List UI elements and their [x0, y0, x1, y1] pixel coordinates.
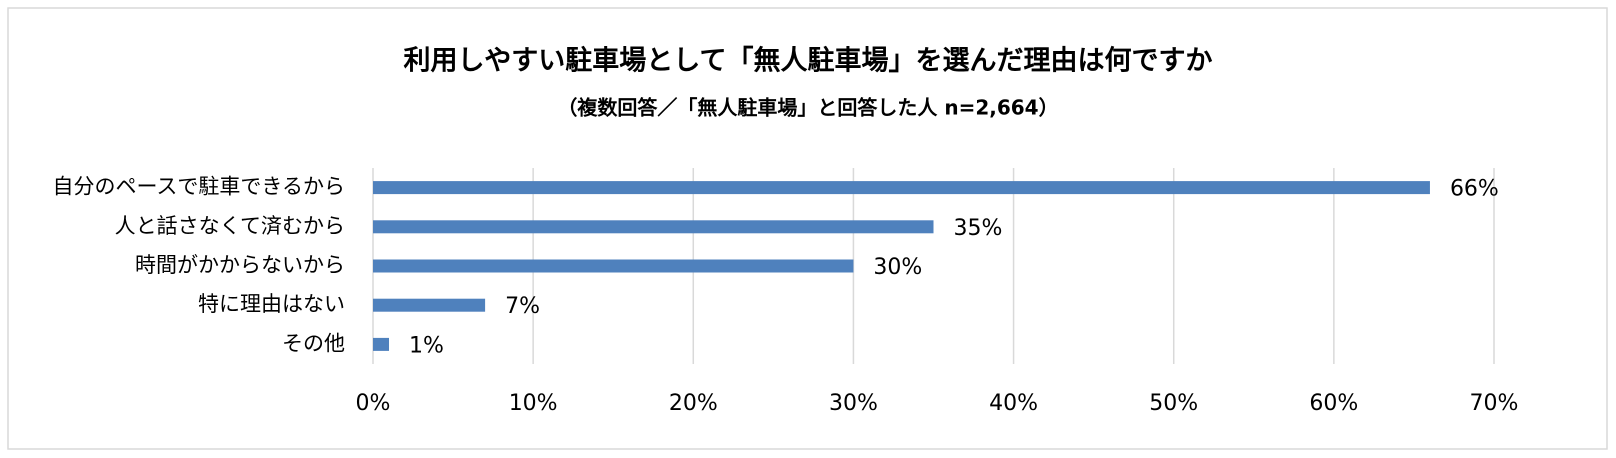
bar: [373, 337, 390, 351]
x-tick-label: 20%: [669, 391, 718, 416]
category-label: 自分のペースで駐車できるから: [52, 175, 345, 199]
bar: [373, 259, 854, 273]
category-label: その他: [282, 331, 345, 355]
category-label: 時間がかからないから: [135, 253, 345, 277]
category-label: 人と話さなくて済むから: [115, 214, 345, 238]
value-label: 30%: [873, 255, 922, 280]
chart-title: 利用しやすい駐車場として「無人駐車場」を選んだ理由は何ですか: [404, 45, 1213, 77]
value-label: 1%: [409, 333, 444, 358]
bar: [373, 220, 934, 234]
x-tick-label: 50%: [1149, 391, 1198, 416]
chart-subtitle: （複数回答／「無人駐車場」と回答した人 n=2,664）: [557, 96, 1058, 120]
category-label: 特に理由はない: [198, 292, 345, 316]
x-tick-label: 10%: [509, 391, 558, 416]
bar: [373, 181, 1430, 195]
x-tick-label: 30%: [829, 391, 878, 416]
value-label: 7%: [505, 294, 540, 319]
x-tick-label: 40%: [989, 391, 1038, 416]
value-label: 66%: [1450, 177, 1499, 202]
x-tick-label: 60%: [1309, 391, 1358, 416]
bar: [373, 298, 486, 312]
x-tick-label: 0%: [356, 391, 391, 416]
value-label: 35%: [954, 216, 1003, 241]
x-tick-label: 70%: [1470, 391, 1519, 416]
